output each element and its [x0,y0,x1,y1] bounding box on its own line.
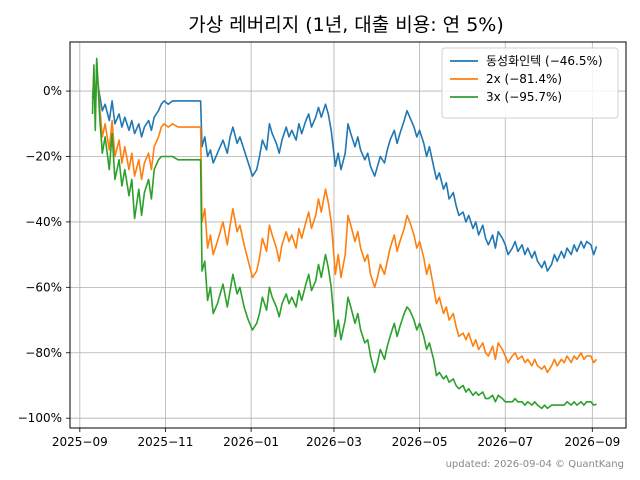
series-line-2 [91,60,598,374]
y-tick-label: −60% [25,280,62,294]
x-tick-label: 2025−11 [138,435,194,449]
series-lines [91,57,598,410]
chart-title: 가상 레버리지 (1년, 대출 비용: 연 5%) [188,14,504,36]
legend-label-1: 동성화인텍 (−46.5%) [486,54,603,68]
legend-label-3: 3x (−95.7%) [486,90,562,104]
series-line-1 [91,73,598,272]
x-tick-label: 2026−07 [477,435,533,449]
x-tick-label: 2026−01 [223,435,279,449]
legend: 동성화인텍 (−46.5%) 2x (−81.4%) 3x (−95.7%) [441,47,619,119]
footer-credit: updated: 2026-09-04 © QuantKang [446,459,624,470]
y-tick-label: −100% [18,411,62,425]
y-tick-label: −40% [25,215,62,229]
x-tick-label: 2025−09 [52,435,108,449]
legend-box [441,47,619,119]
x-tick-label: 2026−05 [392,435,448,449]
x-tick-label: 2026−03 [306,435,362,449]
x-tick-label: 2026−09 [564,435,620,449]
y-tick-label: 0% [43,84,62,98]
axis-ticks: 2025−09 2025−11 2026−01 2026−03 2026−05 2026−… [18,84,621,449]
series-line-3 [91,57,597,410]
plot-frame [69,41,627,429]
legend-label-2: 2x (−81.4%) [486,72,562,86]
y-tick-label: −80% [25,346,62,360]
y-tick-label: −20% [25,149,62,163]
